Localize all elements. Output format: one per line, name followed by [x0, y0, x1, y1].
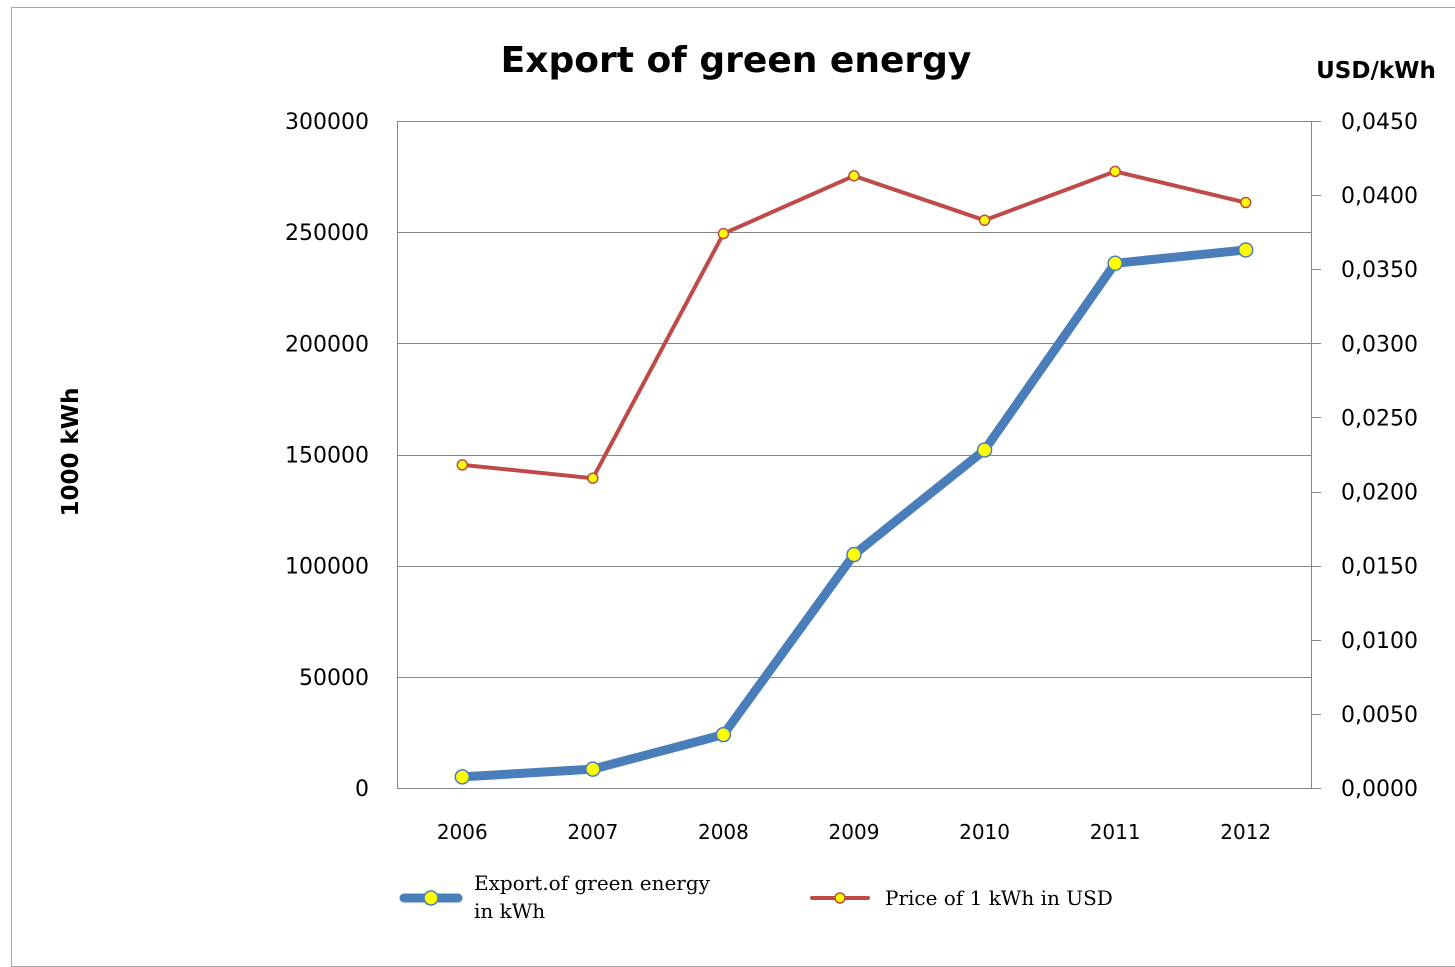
- data-point: [846, 546, 862, 563]
- y-right-tick-label: 0,0050: [1341, 703, 1418, 728]
- chart: Export of green energy 1000 kWh USD/kWh …: [58, 40, 1436, 923]
- y-right-tick-label: 0,0100: [1341, 629, 1418, 654]
- x-tick-label: 2011: [1090, 820, 1141, 844]
- series: [454, 165, 1254, 785]
- y-right-tick-label: 0,0000: [1341, 777, 1418, 802]
- axes: [397, 121, 1321, 789]
- legend-label: Price of 1 kWh in USD: [885, 886, 1113, 910]
- y-right-tick-label: 0,0400: [1341, 184, 1418, 209]
- data-point: [848, 170, 860, 182]
- data-point: [456, 459, 469, 471]
- y-right-tick-label: 0,0250: [1341, 406, 1418, 431]
- data-point: [1239, 196, 1252, 209]
- y-right-tick-label: 0,0150: [1341, 555, 1418, 580]
- y-right-axis-label: USD/kWh: [1316, 58, 1436, 84]
- y-left-tick-label: 250000: [285, 221, 369, 246]
- data-point: [1107, 255, 1123, 272]
- series-line-1: [457, 245, 1251, 782]
- legend: Export.of green energy in kWh Price of 1 k…: [399, 871, 1113, 923]
- gridlines: [397, 121, 1311, 678]
- data-point: [1109, 165, 1121, 178]
- y-left-tick-label: 300000: [285, 110, 369, 135]
- data-point: [715, 726, 732, 743]
- legend-label: Export.of green energy in kWh: [474, 871, 711, 923]
- tick-labels: 0 50000 100000 150000 200000 250000 300000 0,00…: [285, 110, 1418, 844]
- x-tick-label: 2009: [829, 820, 880, 844]
- x-tick-label: 2006: [437, 820, 488, 844]
- x-tick-label: 2007: [567, 820, 618, 844]
- series-line-2: [460, 169, 1248, 481]
- y-left-tick-label: 50000: [299, 666, 369, 691]
- chart-title: Export of green energy: [501, 40, 972, 81]
- data-point: [1237, 242, 1254, 258]
- y-right-tick-label: 0,0200: [1341, 481, 1418, 506]
- data-point: [454, 769, 471, 785]
- data-point: [587, 472, 599, 484]
- y-right-tick-label: 0,0300: [1341, 332, 1418, 357]
- x-tick-label: 2012: [1220, 820, 1271, 844]
- data-point: [978, 214, 991, 227]
- y-right-tick-label: 0,0350: [1341, 258, 1418, 283]
- x-tick-label: 2010: [959, 820, 1010, 844]
- y-left-tick-label: 0: [355, 777, 369, 802]
- y-left-tick-label: 150000: [285, 444, 369, 469]
- data-point: [585, 761, 601, 777]
- data-point: [976, 442, 993, 458]
- legend-swatch-marker: [423, 890, 439, 906]
- y-left-axis-label: 1000 kWh: [58, 387, 84, 516]
- legend-swatch-marker: [834, 892, 846, 904]
- x-tick-label: 2008: [698, 820, 749, 844]
- y-right-tick-label: 0,0450: [1341, 110, 1418, 135]
- data-point: [717, 227, 730, 240]
- y-left-tick-label: 200000: [285, 332, 369, 357]
- y-left-tick-label: 100000: [285, 555, 369, 580]
